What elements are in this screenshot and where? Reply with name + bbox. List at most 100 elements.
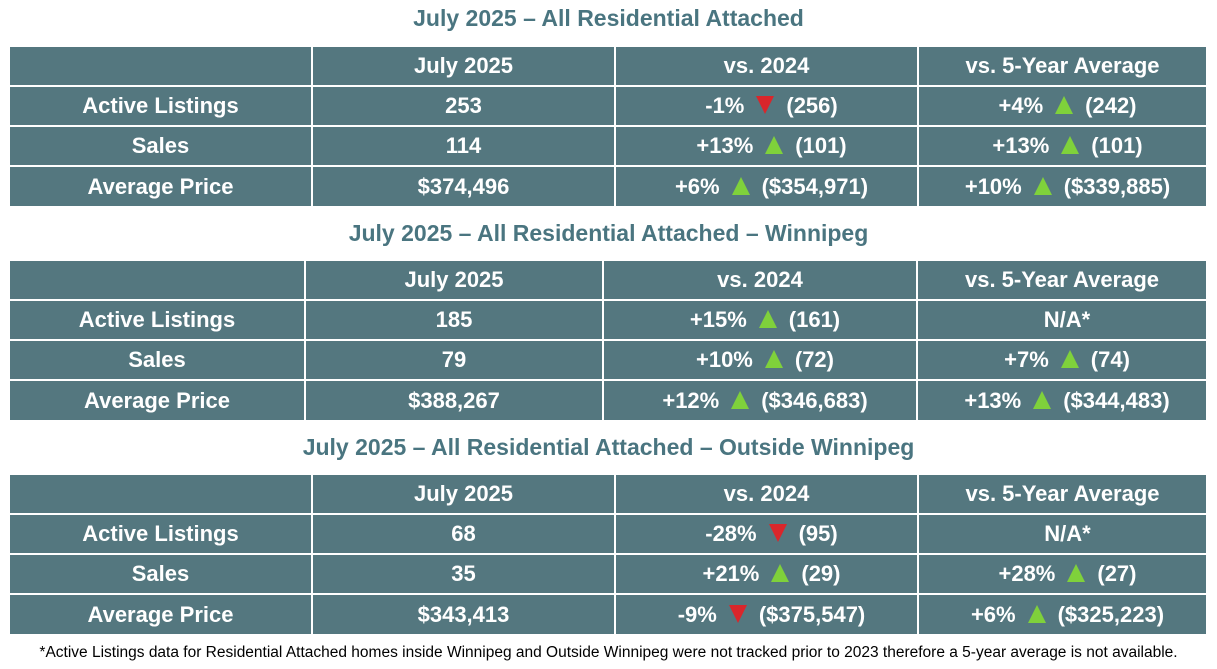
increase-arrow-icon (1061, 136, 1080, 155)
increase-arrow-icon (731, 176, 750, 195)
vs-5-year-comparison: +10% ($339,885) (965, 174, 1170, 200)
decrease-arrow-icon (728, 604, 747, 623)
row-label: Active Listings (10, 85, 313, 127)
table-row-active-listings: Active Listings 253 -1% (256) +4% (242) (10, 85, 1206, 127)
current-value: 114 (311, 125, 616, 167)
column-header-current: July 2025 (311, 45, 616, 87)
row-label: Sales (10, 339, 306, 381)
percent-change: +10% (695, 347, 753, 372)
vs-2024-comparison: +10% (72) (696, 347, 834, 373)
increase-arrow-icon (1027, 604, 1046, 623)
row-label: Sales (10, 125, 313, 167)
increase-arrow-icon (771, 564, 790, 583)
column-header-vs-5-year-average: vs. 5-Year Average (917, 473, 1206, 515)
column-header-vs-5-year-average: vs. 5-Year Average (917, 45, 1206, 87)
previous-value: ($339,885) (1063, 173, 1171, 199)
vs-2024-cell: +15% (161) (602, 299, 918, 341)
decrease-arrow-icon (756, 96, 775, 115)
increase-arrow-icon (765, 136, 784, 155)
previous-value: (256) (786, 93, 838, 118)
percent-change: +6% (970, 601, 1016, 627)
current-value: $388,267 (304, 379, 604, 420)
vs-2024-comparison: -9% ($375,547) (678, 602, 866, 628)
vs-2024-cell: -9% ($375,547) (614, 593, 919, 634)
table-row-active-listings: Active Listings 185 +15% (161) N/A* (10, 299, 1206, 341)
vs-5-year-comparison: +6% ($325,223) (971, 602, 1164, 628)
previous-value: ($344,483) (1063, 387, 1170, 413)
previous-value: (101) (1091, 133, 1143, 158)
column-header-current: July 2025 (304, 259, 604, 301)
previous-value: (72) (794, 347, 834, 372)
decrease-arrow-icon (768, 524, 787, 543)
section-title-outside-winnipeg: July 2025 – All Residential Attached – O… (302, 434, 915, 460)
current-value: 253 (311, 85, 616, 127)
column-header-empty (10, 259, 306, 301)
percent-change: +7% (1004, 347, 1049, 372)
previous-value: (74) (1090, 347, 1130, 372)
row-label: Active Listings (10, 299, 306, 341)
vs-2024-comparison: +15% (161) (690, 307, 840, 333)
vs-2024-comparison: -28% (95) (705, 521, 837, 547)
stats-table: July 2025 vs. 2024 vs. 5-Year Average Activ… (10, 259, 1206, 420)
vs-2024-cell: +21% (29) (614, 553, 919, 595)
vs-5-year-comparison: +28% (27) (998, 561, 1136, 587)
vs-5-year-cell: N/A* (916, 299, 1206, 341)
table-row-average-price: Average Price $388,267 +12% ($346,683) +13% (… (10, 379, 1206, 420)
vs-5-year-comparison: +13% (101) (992, 133, 1142, 159)
column-header-empty (10, 45, 313, 87)
increase-arrow-icon (1055, 96, 1074, 115)
column-header-current: July 2025 (311, 473, 616, 515)
vs-2024-cell: +13% (101) (614, 125, 919, 167)
increase-arrow-icon (731, 390, 750, 409)
previous-value: (161) (788, 307, 841, 332)
previous-value: (95) (798, 521, 838, 546)
column-header-vs-2024: vs. 2024 (602, 259, 918, 301)
column-header-empty (10, 473, 313, 515)
section-title-all: July 2025 – All Residential Attached (413, 5, 804, 31)
increase-arrow-icon (1033, 390, 1052, 409)
vs-5-year-cell: +6% ($325,223) (917, 593, 1206, 634)
current-value: 185 (304, 299, 604, 341)
footnote: *Active Listings data for Residential At… (39, 644, 1178, 661)
previous-value: ($346,683) (761, 387, 868, 413)
vs-2024-comparison: +13% (101) (696, 133, 846, 159)
vs-2024-cell: +6% ($354,971) (614, 165, 919, 206)
percent-change: -9% (677, 601, 717, 627)
table-row-active-listings: Active Listings 68 -28% (95) N/A* (10, 513, 1206, 555)
previous-value: (29) (801, 561, 841, 586)
percent-change: +6% (674, 173, 720, 199)
vs-5-year-comparison: +7% (74) (1004, 347, 1130, 373)
table-row-average-price: Average Price $374,496 +6% ($354,971) +10% ($… (10, 165, 1206, 206)
percent-change: +4% (998, 93, 1044, 118)
vs-5-year-comparison: +13% ($344,483) (964, 388, 1169, 414)
percent-change: +21% (702, 561, 760, 586)
row-label: Average Price (10, 593, 313, 634)
current-value: 79 (304, 339, 604, 381)
vs-5-year-cell: +13% ($344,483) (916, 379, 1206, 420)
vs-5-year-cell: +7% (74) (916, 339, 1206, 381)
vs-5-year-cell: +13% (101) (917, 125, 1206, 167)
percent-change: -1% (705, 93, 745, 118)
current-value: $374,496 (311, 165, 616, 206)
vs-2024-comparison: +6% ($354,971) (675, 174, 868, 200)
not-available-value: N/A* (1043, 307, 1091, 332)
row-label: Average Price (10, 379, 306, 420)
increase-arrow-icon (1033, 176, 1052, 195)
table-row-sales: Sales 114 +13% (101) +13% (101) (10, 125, 1206, 167)
vs-5-year-cell: +4% (242) (917, 85, 1206, 127)
table-row-sales: Sales 79 +10% (72) +7% (74) (10, 339, 1206, 381)
previous-value: (101) (795, 133, 847, 158)
column-header-vs-5-year-average: vs. 5-Year Average (916, 259, 1206, 301)
previous-value: (27) (1097, 561, 1137, 586)
percent-change: +28% (998, 561, 1056, 586)
vs-5-year-cell: N/A* (917, 513, 1206, 555)
vs-2024-comparison: +21% (29) (702, 561, 840, 587)
percent-change: -28% (705, 521, 757, 546)
row-label: Active Listings (10, 513, 313, 555)
percent-change: +13% (964, 387, 1022, 413)
section-title-winnipeg: July 2025 – All Residential Attached – W… (348, 220, 869, 246)
header-row: July 2025 vs. 2024 vs. 5-Year Average (10, 45, 1206, 87)
vs-2024-cell: -1% (256) (614, 85, 919, 127)
row-label: Average Price (10, 165, 313, 206)
stats-table: July 2025 vs. 2024 vs. 5-Year Average Activ… (10, 45, 1206, 206)
